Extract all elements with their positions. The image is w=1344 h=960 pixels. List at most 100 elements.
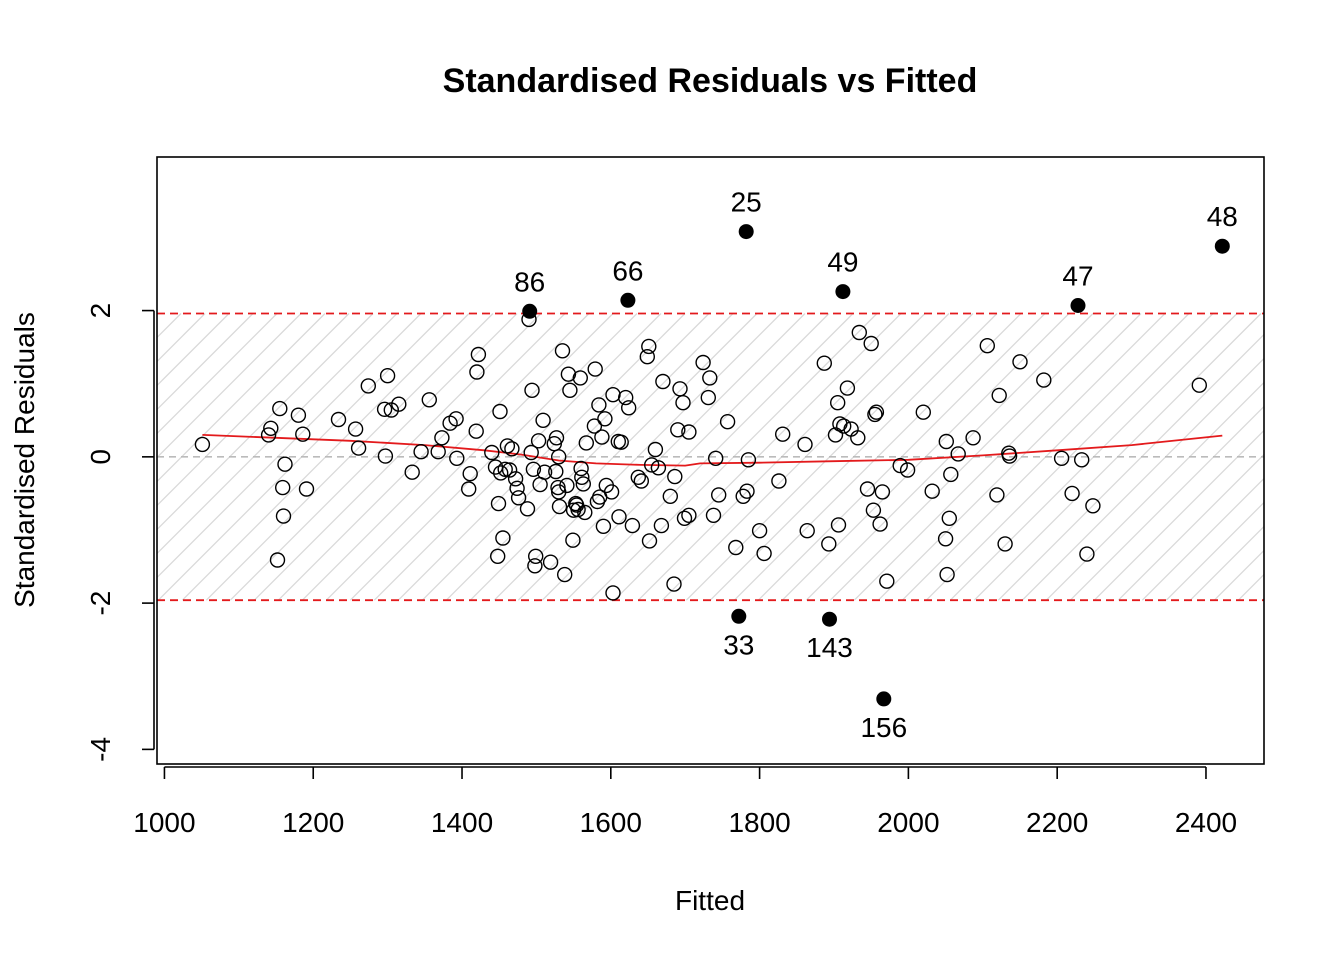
x-axis: 1000 1200 1400 1600 1800 2000 2200 2400 (133, 766, 1237, 838)
data-point (519, 501, 536, 517)
data-point (1001, 448, 1018, 464)
data-point (510, 490, 527, 506)
data-point (653, 517, 670, 534)
x-tick-label: 2200 (1026, 807, 1088, 838)
data-point (641, 338, 657, 355)
x-tick-label: 1000 (133, 807, 195, 838)
data-point (943, 466, 959, 483)
data-point (578, 435, 594, 451)
data-point (1036, 372, 1052, 388)
data-point (719, 414, 736, 430)
data-point (863, 335, 879, 352)
data-point (501, 462, 518, 478)
data-point (277, 456, 293, 472)
data-point (672, 381, 688, 397)
data-point (194, 436, 211, 453)
smooth-line (202, 434, 1223, 467)
data-point (621, 400, 637, 416)
data-point (662, 488, 678, 504)
data-point (461, 481, 477, 497)
data-point (821, 536, 837, 552)
data-point (559, 477, 575, 494)
data-point (865, 502, 882, 518)
data-point (275, 508, 292, 524)
data-point (641, 533, 658, 549)
data-point (469, 364, 485, 380)
data-point (548, 463, 564, 480)
data-point (700, 389, 716, 406)
data-point (939, 566, 955, 583)
data-point (560, 366, 577, 382)
data-point (681, 507, 697, 523)
data-point (499, 438, 516, 454)
outlier-label: 25 (731, 187, 762, 218)
data-point (536, 464, 553, 480)
outlier-label: 143 (806, 632, 853, 663)
data-point (603, 484, 620, 500)
data-point (591, 397, 607, 413)
data-point (430, 444, 446, 460)
data-point (740, 452, 757, 468)
data-point (570, 501, 586, 518)
data-point (650, 460, 667, 476)
data-point (263, 420, 279, 436)
data-point (965, 430, 981, 446)
x-tick-label: 2400 (1175, 807, 1237, 838)
outlier-point (1070, 298, 1086, 313)
data-point (979, 338, 995, 354)
x-axis-label: Fitted (675, 885, 745, 916)
data-point (350, 440, 367, 456)
data-point (941, 510, 957, 526)
data-point (487, 459, 504, 475)
data-point (624, 517, 641, 534)
data-point (859, 481, 876, 497)
data-point (597, 411, 613, 427)
outlier-label: 156 (860, 712, 907, 743)
y-tick-label: -2 (85, 591, 116, 616)
data-point (1012, 354, 1028, 370)
data-point (924, 483, 940, 499)
data-point (528, 548, 544, 564)
data-point (827, 427, 844, 443)
data-point (504, 441, 520, 457)
data-point (874, 484, 891, 500)
data-point (413, 444, 429, 460)
hatch-line (1165, 501, 1264, 601)
outlier-point (1214, 238, 1230, 254)
outlier-label: 66 (612, 255, 643, 286)
data-point (523, 444, 539, 461)
data-point (611, 509, 627, 525)
outlier-point (731, 608, 747, 624)
data-point (850, 430, 866, 446)
data-point (530, 433, 547, 449)
data-point (937, 531, 954, 547)
data-point (666, 576, 682, 592)
data-point (667, 468, 683, 485)
data-point (434, 430, 450, 446)
data-point (573, 460, 589, 477)
data-point (577, 504, 593, 521)
y-tick-label: 0 (85, 449, 116, 465)
data-point (391, 396, 407, 412)
hatch-line (157, 313, 278, 435)
data-point (574, 469, 590, 485)
data-point (989, 487, 1005, 503)
data-point (594, 429, 610, 445)
data-point (575, 476, 591, 492)
data-point (670, 422, 686, 438)
data-point (535, 412, 551, 428)
reference-lines (157, 312, 1264, 602)
data-point (490, 548, 506, 564)
data-point (879, 573, 895, 589)
data-point (771, 473, 787, 489)
data-point (554, 343, 571, 359)
data-point (991, 387, 1007, 404)
data-point (377, 448, 394, 464)
outlier-label: 49 (827, 247, 858, 278)
data-point (644, 457, 660, 473)
outlier-point (522, 303, 538, 319)
data-point (290, 407, 307, 423)
data-point (1053, 450, 1070, 466)
data-point (548, 430, 565, 446)
outlier-label: 86 (514, 266, 545, 297)
